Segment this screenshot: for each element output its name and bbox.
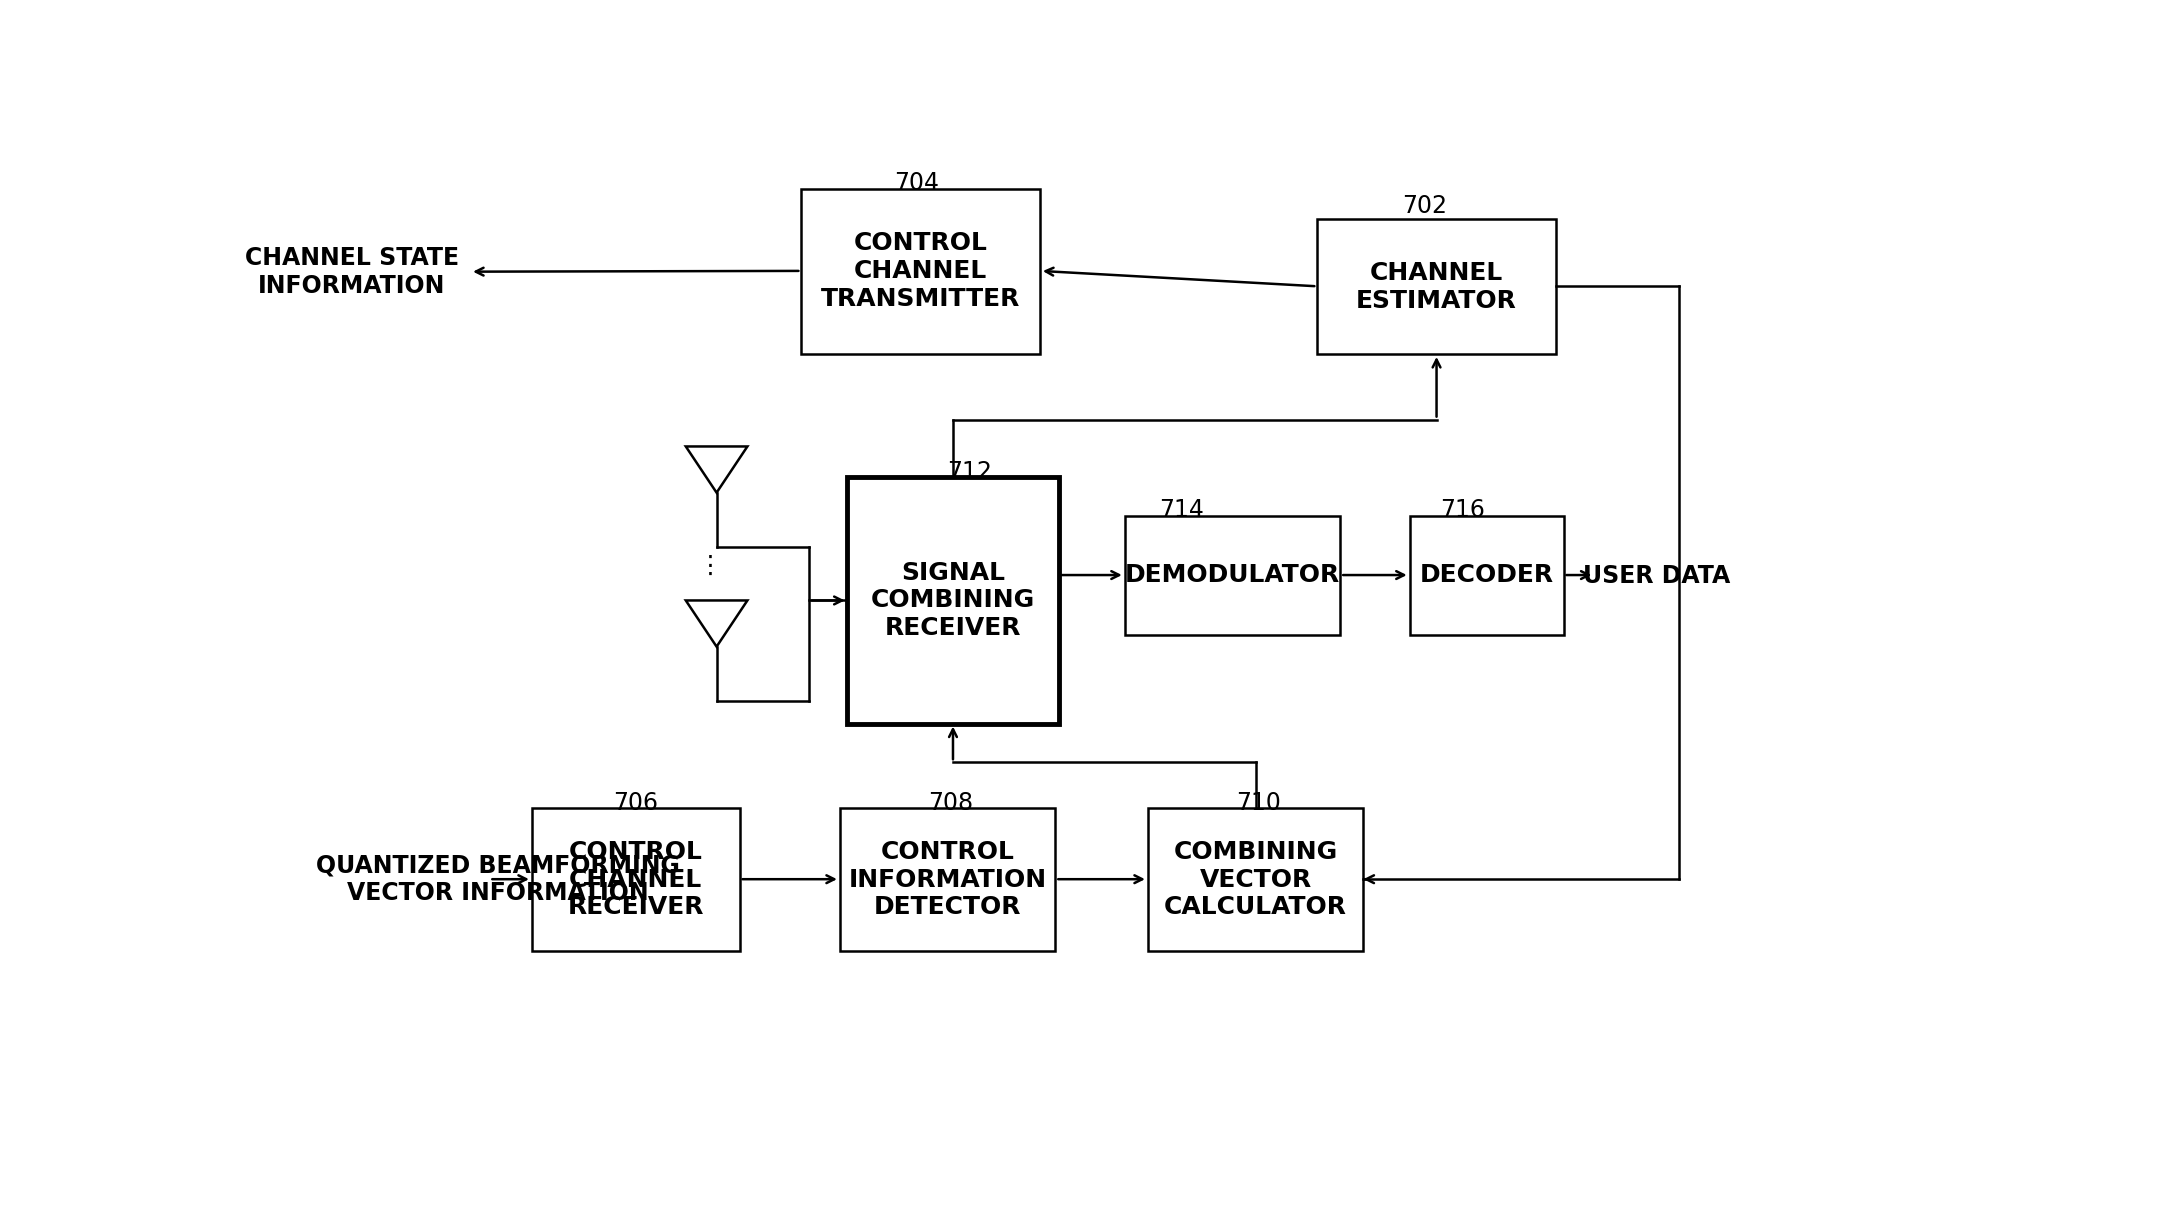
Text: USER DATA: USER DATA [1583,564,1729,588]
Bar [531,809,741,951]
Bar [1148,809,1363,951]
Text: SIGNAL
COMBINING
RECEIVER: SIGNAL COMBINING RECEIVER [871,560,1035,641]
Text: 702: 702 [1403,194,1446,218]
Bar [802,189,1041,354]
Bar [847,477,1059,723]
Bar [1318,219,1555,354]
Text: 714: 714 [1159,498,1204,523]
Text: CHANNEL STATE
INFORMATION: CHANNEL STATE INFORMATION [244,246,460,297]
Text: 706: 706 [612,792,658,815]
Text: CHANNEL
ESTIMATOR: CHANNEL ESTIMATOR [1357,261,1518,313]
Text: CONTROL
CHANNEL
TRANSMITTER: CONTROL CHANNEL TRANSMITTER [821,231,1019,311]
Bar [1409,515,1564,635]
Text: CONTROL
INFORMATION
DETECTOR: CONTROL INFORMATION DETECTOR [849,839,1048,920]
Text: 704: 704 [893,171,939,195]
Bar [841,809,1056,951]
Text: 716: 716 [1440,498,1485,523]
Text: ⋮: ⋮ [697,554,723,577]
Text: DECODER: DECODER [1420,564,1553,587]
Text: QUANTIZED BEAMFORMING
VECTOR INFORMATION: QUANTIZED BEAMFORMING VECTOR INFORMATION [316,854,680,905]
Text: DEMODULATOR: DEMODULATOR [1124,564,1339,587]
Text: 712: 712 [947,459,993,484]
Text: 708: 708 [928,792,974,815]
Text: CONTROL
CHANNEL
RECEIVER: CONTROL CHANNEL RECEIVER [568,839,703,920]
Bar [1124,515,1339,635]
Text: COMBINING
VECTOR
CALCULATOR: COMBINING VECTOR CALCULATOR [1163,839,1348,920]
Text: 710: 710 [1237,792,1281,815]
